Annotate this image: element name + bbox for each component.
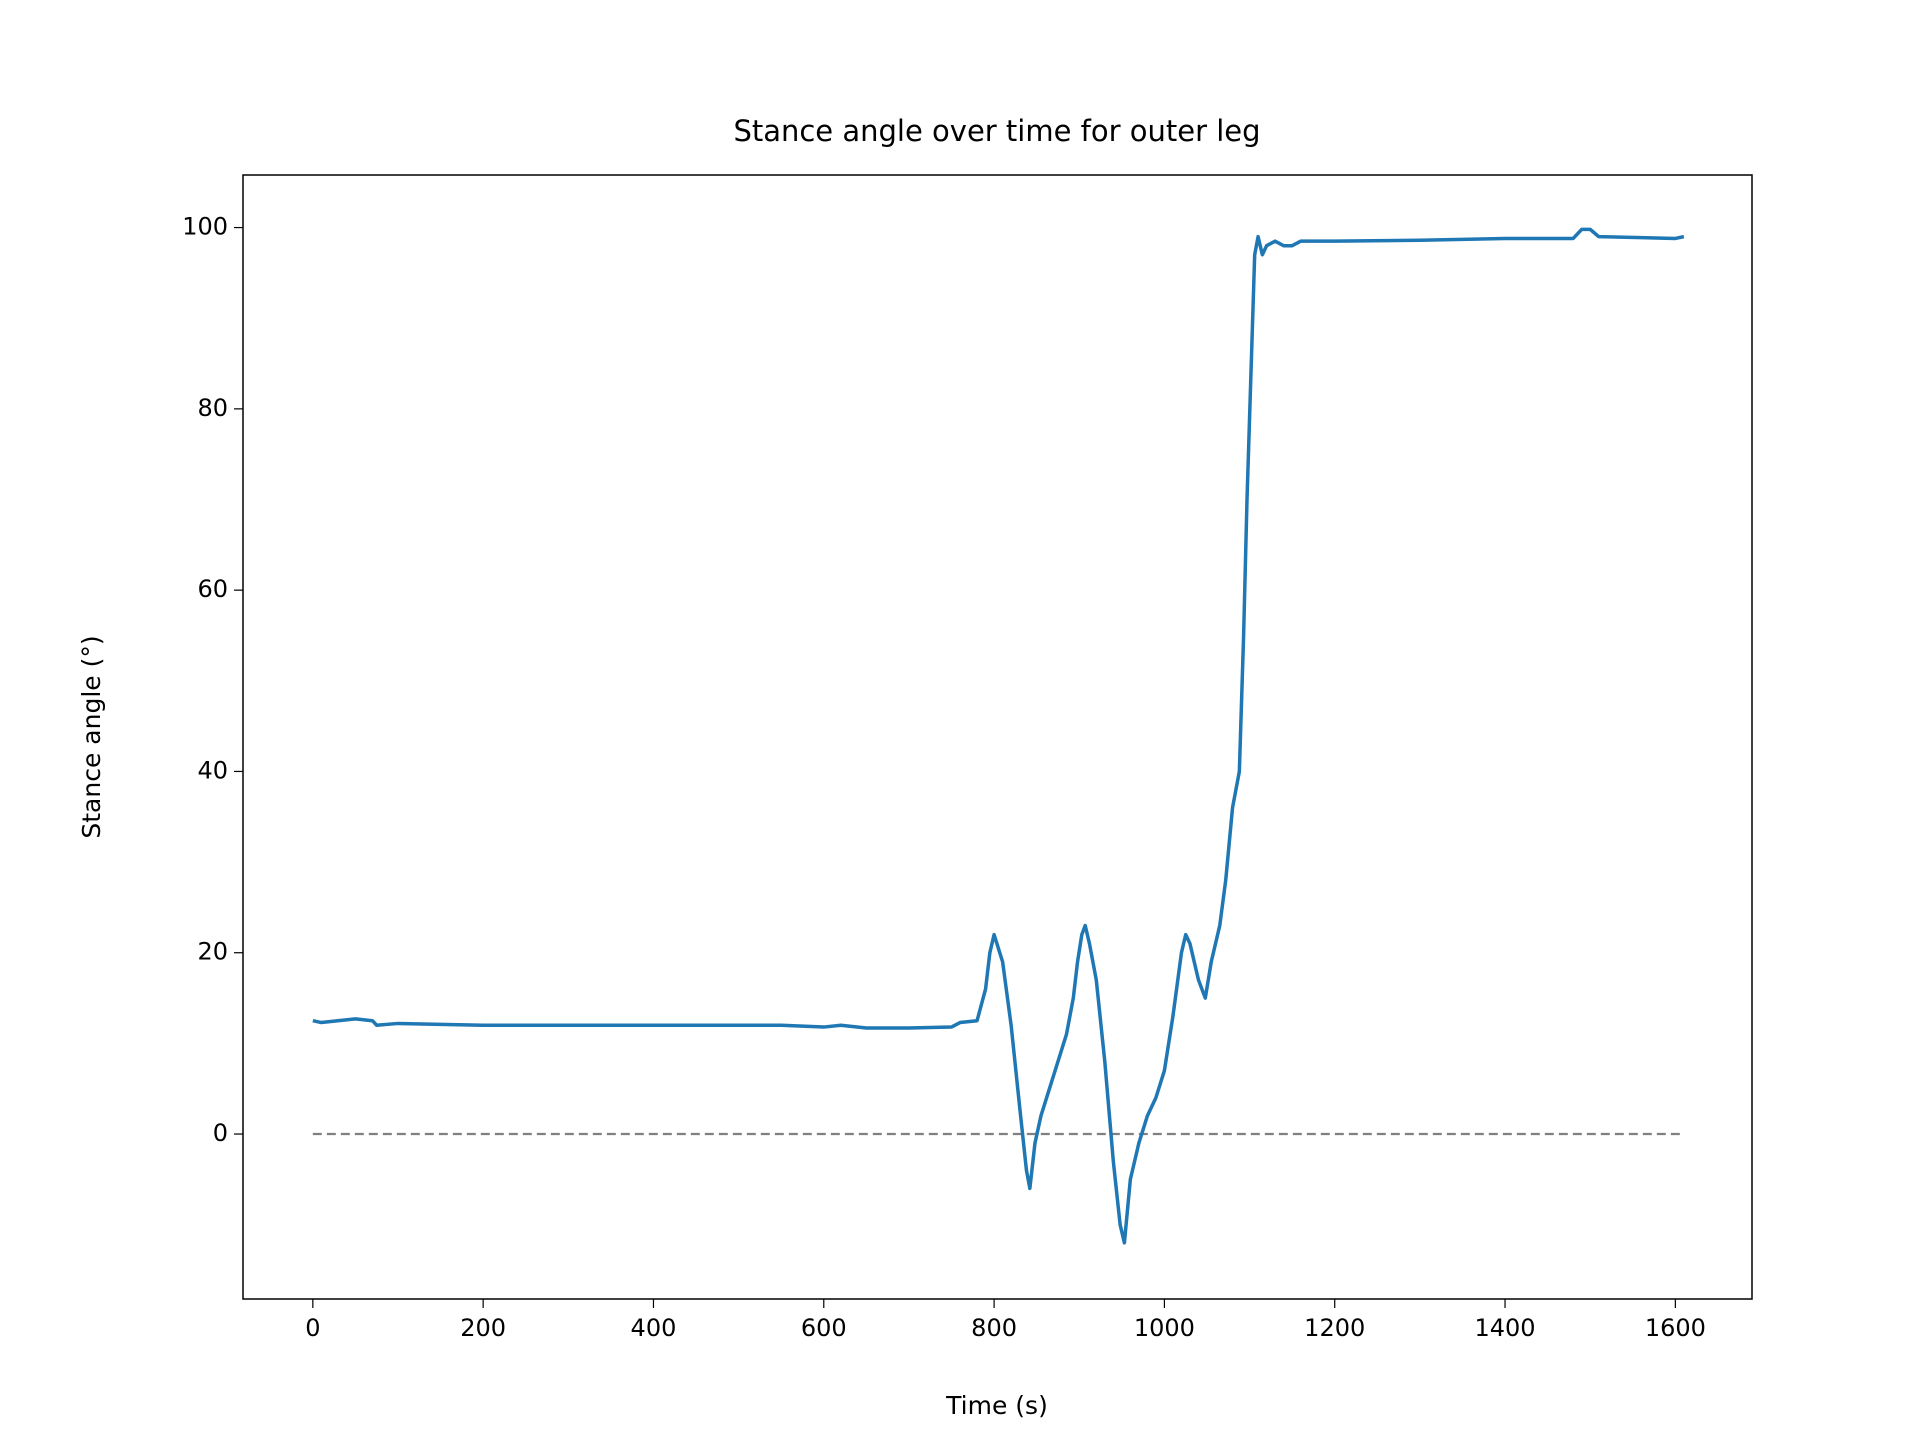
x-tick-label: 800 bbox=[971, 1314, 1017, 1342]
y-tick-label: 0 bbox=[213, 1119, 228, 1147]
x-tick-label: 1000 bbox=[1134, 1314, 1195, 1342]
x-axis-label: Time (s) bbox=[945, 1391, 1048, 1420]
x-tick-label: 400 bbox=[631, 1314, 677, 1342]
chart-title: Stance angle over time for outer leg bbox=[733, 114, 1260, 148]
x-tick-label: 600 bbox=[801, 1314, 847, 1342]
y-tick-label: 60 bbox=[197, 575, 228, 603]
y-axis-label: Stance angle (°) bbox=[77, 635, 106, 838]
plot-frame bbox=[242, 174, 1753, 1300]
y-tick-label: 40 bbox=[197, 756, 228, 784]
x-tick-label: 1600 bbox=[1645, 1314, 1706, 1342]
y-tick-label: 20 bbox=[197, 938, 228, 966]
x-tick-label: 200 bbox=[460, 1314, 506, 1342]
y-tick-label: 100 bbox=[182, 213, 228, 241]
x-tick-label: 1200 bbox=[1304, 1314, 1365, 1342]
x-tick-label: 0 bbox=[305, 1314, 320, 1342]
y-tick-label: 80 bbox=[197, 394, 228, 422]
data-line bbox=[312, 227, 1685, 1245]
x-tick-label: 1400 bbox=[1475, 1314, 1536, 1342]
